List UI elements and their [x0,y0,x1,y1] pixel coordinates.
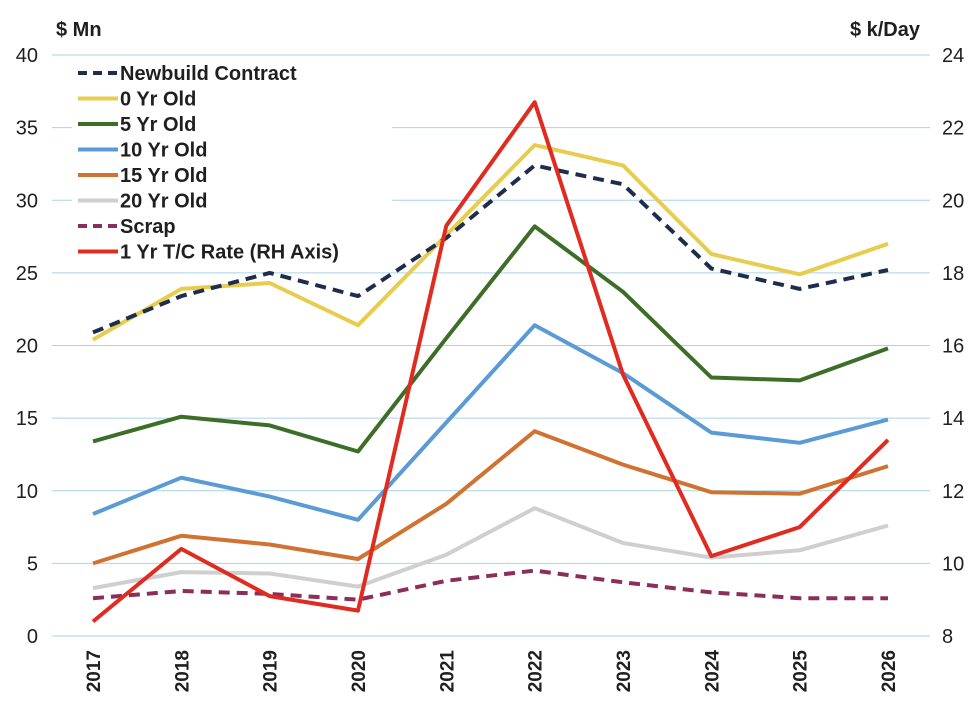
series-lines [91,100,890,624]
legend-background [72,58,392,270]
left-tick-label: 5 [27,553,38,575]
left-axis-ticks: 0 5 10 15 20 25 30 35 40 [16,45,38,648]
legend-label: 20 Yr Old [120,191,207,213]
series-line-3 [92,323,889,522]
right-axis-ticks: 8 10 12 14 16 18 20 22 24 [942,45,964,648]
x-tick-label: 2021 [437,650,458,693]
right-tick-label: 14 [942,408,964,430]
x-tick-label: 2018 [172,650,193,692]
legend-label: Newbuild Contract [120,63,297,85]
left-tick-label: 40 [16,45,38,67]
legend-label: 0 Yr Old [120,89,196,111]
x-tick-label: 2026 [879,650,900,692]
series-line-1 [92,143,889,342]
left-tick-label: 10 [16,481,38,503]
x-tick-label: 2017 [84,650,105,692]
right-tick-label: 12 [942,481,964,503]
right-axis-unit: $ k/Day [850,19,921,41]
right-tick-label: 20 [942,190,964,212]
legend-label: 10 Yr Old [120,140,207,162]
series-line-2 [92,224,889,454]
right-tick-label: 22 [942,118,964,140]
left-tick-label: 0 [27,626,38,648]
left-tick-label: 35 [16,118,38,140]
right-tick-label: 8 [942,626,953,648]
left-tick-label: 25 [16,263,38,285]
x-tick-label: 2020 [349,650,370,692]
x-tick-label: 2025 [791,650,812,693]
x-tick-label: 2023 [614,650,635,692]
series-line-7 [91,100,890,624]
x-tick-label: 2019 [261,650,282,692]
right-tick-label: 18 [942,263,964,285]
right-tick-label: 10 [942,553,964,575]
x-tick-label: 2024 [702,650,723,693]
right-tick-label: 24 [942,45,964,67]
legend: Newbuild Contract 0 Yr Old 5 Yr Old 10 Yr O… [72,58,392,270]
left-axis-unit: $ Mn [56,19,102,41]
series-line-0 [92,163,889,335]
series-line-6 [92,568,888,602]
left-tick-label: 20 [16,336,38,358]
left-tick-label: 15 [16,408,38,430]
legend-label: 15 Yr Old [120,165,207,187]
left-tick-label: 30 [16,190,38,212]
series-line-4 [92,429,889,566]
x-axis-ticks: 2017 2018 2019 2020 2021 2022 2023 2024 2025 2026 [84,650,900,693]
legend-label: 5 Yr Old [120,114,196,136]
legend-label: Scrap [120,216,176,238]
x-tick-label: 2022 [526,650,547,692]
right-tick-label: 16 [942,336,964,358]
legend-label: 1 Yr T/C Rate (RH Axis) [120,242,339,264]
